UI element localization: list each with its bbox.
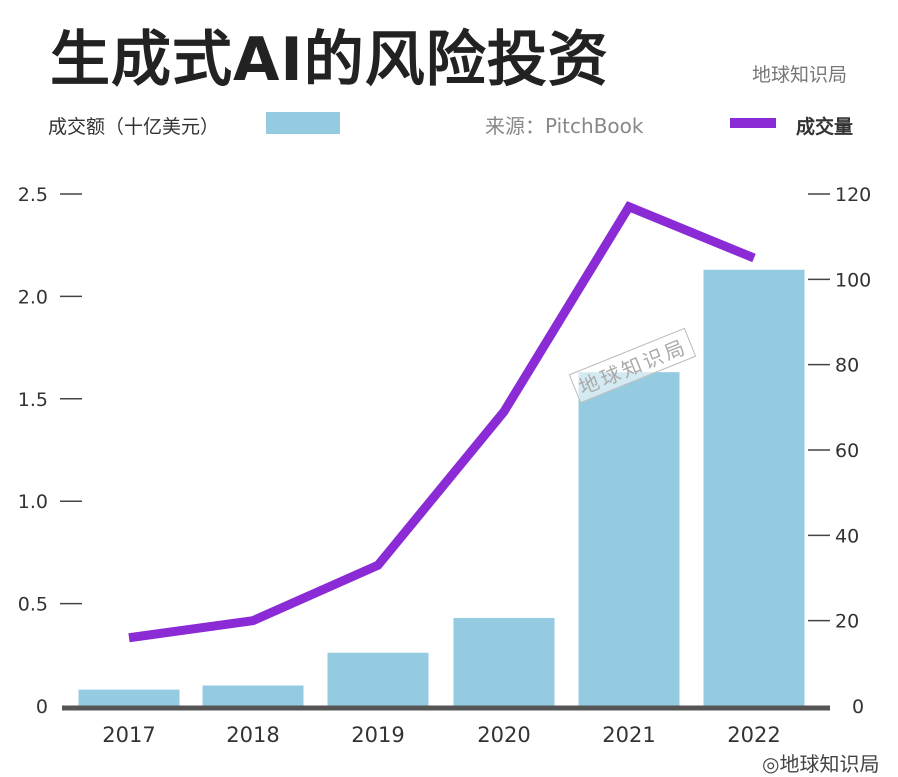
right-tick-label: 20 <box>835 611 859 633</box>
legend-line-swatch <box>730 118 776 128</box>
left-tick-label: 0.5 <box>18 594 48 616</box>
right-tick-label: 40 <box>835 525 859 547</box>
bar <box>578 372 680 706</box>
watermark-corner-text: 地球知识局 <box>779 752 880 776</box>
chart-title: 生成式AI的风险投资 <box>50 25 609 95</box>
x-tick-label: 2019 <box>351 723 404 747</box>
x-tick-label: 2018 <box>226 723 279 747</box>
brand-label: 地球知识局 <box>752 64 848 86</box>
left-tick-label: 1.5 <box>18 389 48 411</box>
right-tick-label: 80 <box>835 355 859 377</box>
bar <box>78 689 180 706</box>
left-tick-label: 2.5 <box>18 184 48 206</box>
left-tick-label: 1.0 <box>18 491 48 513</box>
bar <box>703 269 805 706</box>
bar <box>327 652 429 706</box>
watermark-corner: ◎地球知识局 <box>760 752 882 776</box>
x-tick-label: 2021 <box>602 723 655 747</box>
x-tick-label: 2022 <box>727 723 780 747</box>
legend-line-label: 成交量 <box>796 116 854 138</box>
left-tick-label: 2.0 <box>18 286 48 308</box>
x-tick-label: 2017 <box>102 723 155 747</box>
legend-bar-label: 成交额（十亿美元） <box>48 116 220 138</box>
right-tick-label: 120 <box>835 184 871 206</box>
left-tick-label: 0 <box>36 696 48 718</box>
right-tick-label: 0 <box>852 696 864 718</box>
legend-bar-swatch <box>266 112 340 134</box>
right-tick-label: 100 <box>835 269 871 291</box>
line-series <box>128 201 756 643</box>
x-tick-label: 2020 <box>477 723 530 747</box>
right-tick-label: 60 <box>835 440 859 462</box>
bar <box>453 617 555 706</box>
source-label: 来源：PitchBook <box>485 114 644 138</box>
bar <box>202 685 304 706</box>
